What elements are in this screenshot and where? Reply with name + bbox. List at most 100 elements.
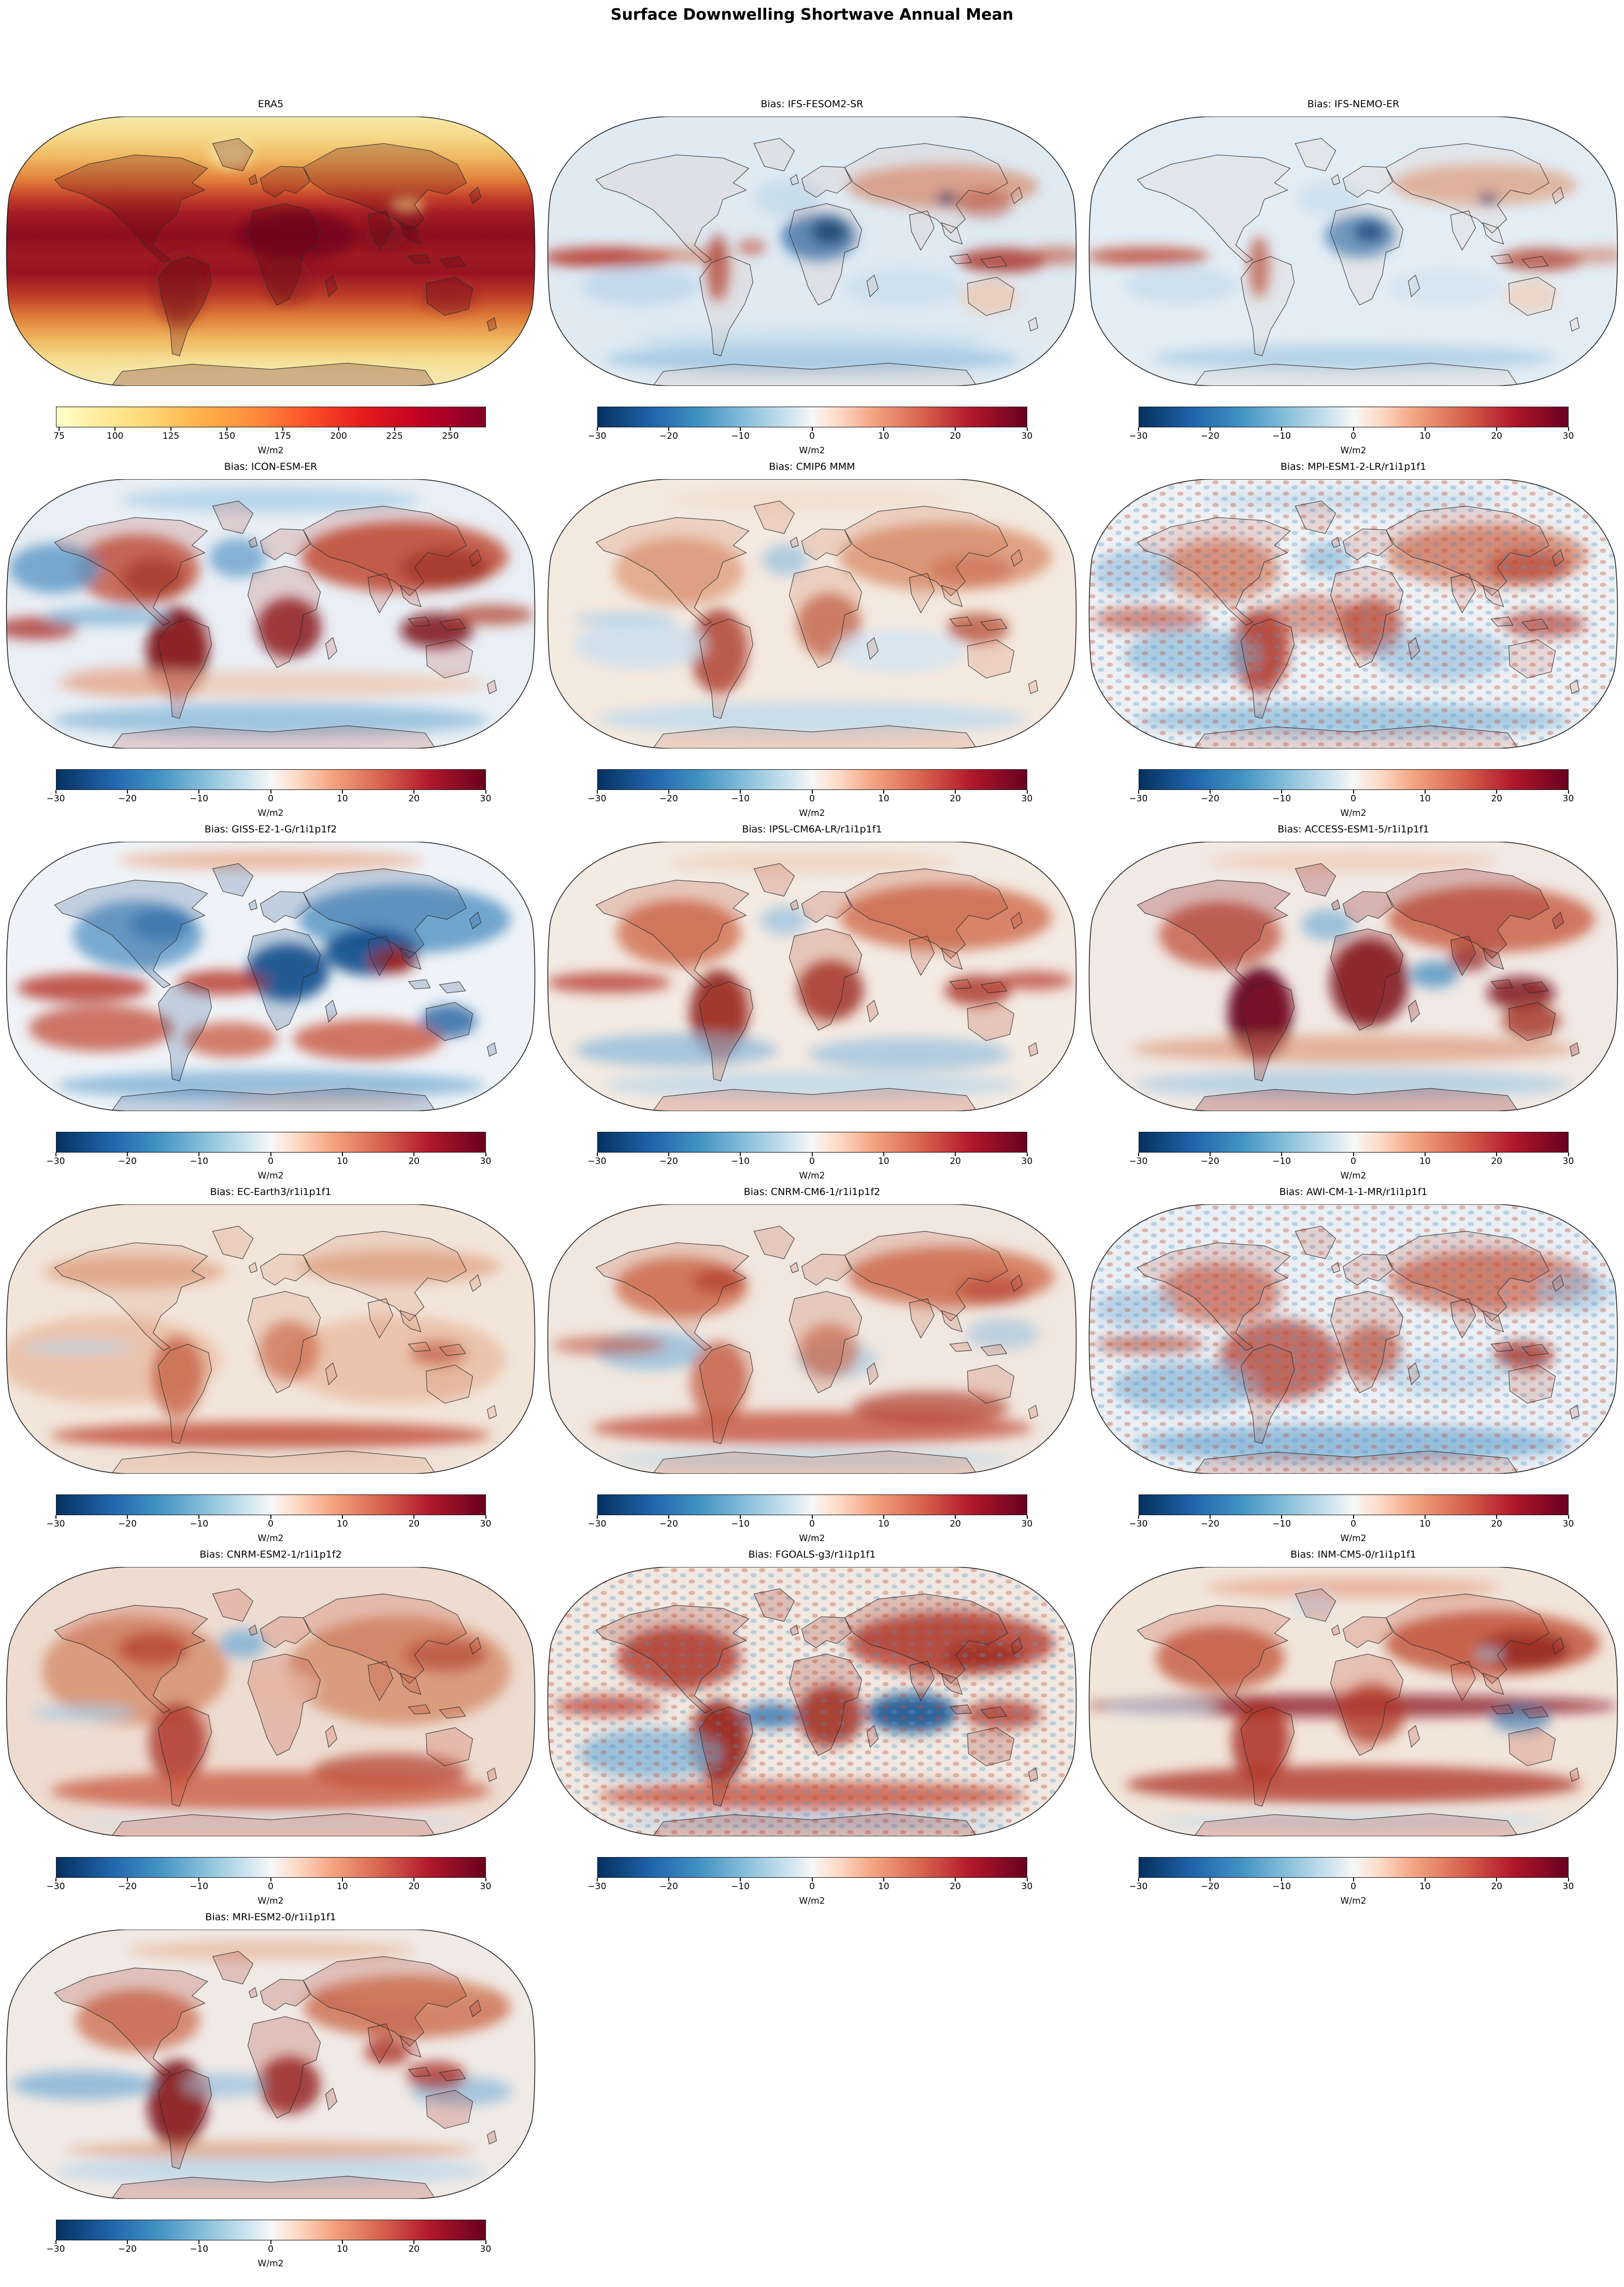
colorbar-tick-label: 0 — [1350, 431, 1356, 441]
colorbar-tick-label: 250 — [442, 431, 459, 441]
colorbar-tick-label: 30 — [1562, 1519, 1574, 1529]
bias-world-map — [1088, 479, 1618, 749]
bias-world-map — [1088, 1204, 1618, 1474]
panel-title: Bias: AWI-CM-1-1-MR/r1i1p1f1 — [1279, 1186, 1428, 1198]
colorbar-tick-mark — [1026, 427, 1028, 431]
colorbar-tick-mark — [1138, 1515, 1139, 1519]
colorbar-tick-label: 175 — [274, 431, 291, 441]
colorbar-tick-label: −10 — [190, 2244, 209, 2254]
colorbar-ticks: −30 −20 −10 0 10 20 30 — [588, 1878, 1032, 1892]
colorbar-tick-mark — [1496, 427, 1498, 431]
projection-outline — [1088, 117, 1618, 386]
panel-title: Bias: GISS-E2-1-G/r1i1p1f2 — [204, 824, 337, 835]
projection-outline — [547, 1567, 1077, 1836]
colorbar-tick-mark — [413, 2240, 415, 2244]
colorbar-tick-label: 30 — [1562, 431, 1574, 441]
colorbar-tick-label: −10 — [731, 1519, 750, 1529]
panel-bias-awi-cm-1-1-mr-r1i1p1f1: Bias: AWI-CM-1-1-MR/r1i1p1f1 −30 −20 −10 0 10… — [1083, 1186, 1624, 1544]
colorbar-unit-label: W/m2 — [799, 1896, 825, 1906]
colorbar-ticks: 75 100 125 150 175 200 225 250 — [53, 427, 486, 442]
colorbar-ylorrd — [55, 407, 486, 427]
colorbar-tick-label: −30 — [587, 1881, 607, 1892]
panel-bias-mpi-esm1-2-lr-r1i1p1f1: Bias: MPI-ESM1-2-LR/r1i1p1f1 −30 −20 −10 0 10… — [1083, 461, 1624, 819]
colorbar-tick-label: 20 — [950, 431, 961, 441]
colorbar-ticks: −30 −20 −10 0 10 20 30 — [47, 2240, 491, 2255]
panel-title: Bias: CNRM-CM6-1/r1i1p1f2 — [743, 1186, 881, 1198]
colorbar-tick-mark — [811, 427, 813, 431]
colorbar-tick-mark — [341, 1878, 343, 1881]
colorbar-tick-label: 150 — [218, 431, 236, 441]
colorbar-tick-mark — [55, 1153, 56, 1156]
colorbar-tick-mark — [955, 1153, 956, 1156]
colorbar-tick-mark — [485, 1878, 486, 1881]
colorbar-tick-label: 30 — [480, 794, 492, 804]
colorbar-tick-mark — [1026, 1515, 1028, 1519]
colorbar-unit-label: W/m2 — [257, 1171, 284, 1181]
colorbar-tick-mark — [198, 1153, 200, 1156]
colorbar-tick-label: −20 — [118, 1881, 137, 1892]
colorbar-tick-label: 10 — [1419, 431, 1431, 441]
panel-title: Bias: EC-Earth3/r1i1p1f1 — [210, 1186, 332, 1198]
colorbar-tick-label: −20 — [659, 431, 678, 441]
colorbar-tick-mark — [1424, 1153, 1426, 1156]
colorbar-ticks: −30 −20 −10 0 10 20 30 — [47, 1515, 491, 1530]
colorbar-unit-label: W/m2 — [799, 445, 825, 456]
colorbar-tick-mark — [170, 427, 171, 431]
colorbar-rdbu_r — [1138, 769, 1569, 790]
colorbar-tick-label: 10 — [878, 1881, 889, 1892]
colorbar-ticks: −30 −20 −10 0 10 20 30 — [1129, 1515, 1574, 1530]
colorbar-tick-mark — [485, 1153, 486, 1156]
colorbar-rdbu_r — [1138, 407, 1569, 427]
colorbar-tick-mark — [1281, 790, 1283, 794]
colorbar-tick-mark — [1209, 1878, 1211, 1881]
colorbar-rdbu_r — [55, 769, 486, 790]
colorbar-tick-mark — [740, 1515, 741, 1519]
colorbar-tick-label: 30 — [1562, 1881, 1574, 1892]
colorbar-tick-label: −30 — [587, 1156, 607, 1167]
panel-bias-ipsl-cm6a-lr-r1i1p1f1: Bias: IPSL-CM6A-LR/r1i1p1f1 −30 −20 −10 0 10 2… — [541, 823, 1083, 1182]
colorbar-tick-mark — [198, 2240, 200, 2244]
panel-bias-access-esm1-5-r1i1p1f1: Bias: ACCESS-ESM1-5/r1i1p1f1 −30 −20 −10 0 10… — [1083, 823, 1624, 1182]
colorbar-tick-mark — [413, 1878, 415, 1881]
projection-outline — [547, 479, 1077, 749]
colorbar-tick-label: 10 — [878, 794, 889, 804]
colorbar-tick-mark — [883, 1153, 884, 1156]
colorbar-tick-mark — [126, 2240, 128, 2244]
colorbar-tick-label: 20 — [408, 1156, 420, 1167]
panel-bias-cnrm-cm6-1-r1i1p1f2: Bias: CNRM-CM6-1/r1i1p1f2 −30 −20 −10 0 10 20 3… — [541, 1186, 1083, 1544]
colorbar-tick-label: −30 — [587, 1519, 607, 1529]
continents-outline — [595, 1226, 1039, 1474]
colorbar-tick-label: −10 — [1272, 1156, 1291, 1167]
colorbar-tick-mark — [270, 1878, 271, 1881]
colorbar-tick-mark — [341, 1515, 343, 1519]
colorbar-tick-mark — [413, 790, 415, 794]
colorbar-tick-mark — [811, 1153, 813, 1156]
colorbar-tick-label: −20 — [1200, 431, 1219, 441]
panel-bias-ifs-nemo-er: Bias: IFS-NEMO-ER −30 −20 −10 0 10 20 30 W/m2 — [1083, 98, 1624, 456]
colorbar-tick-label: 20 — [950, 1881, 961, 1892]
colorbar-tick-mark — [270, 2240, 271, 2244]
bias-world-map — [547, 479, 1077, 749]
panel-title: Bias: MRI-ESM2-0/r1i1p1f1 — [205, 1911, 336, 1923]
colorbar-tick-label: 30 — [1021, 1881, 1033, 1892]
colorbar-unit-label: W/m2 — [257, 1533, 284, 1544]
colorbar-tick-label: 20 — [1491, 431, 1502, 441]
panel-title: Bias: IPSL-CM6A-LR/r1i1p1f1 — [742, 824, 882, 835]
panel-bias-icon-esm-er: Bias: ICON-ESM-ER −30 −20 −10 0 10 20 30 W/m2 — [0, 461, 541, 819]
colorbar-tick-mark — [883, 1515, 884, 1519]
colorbar-tick-mark — [1209, 1153, 1211, 1156]
colorbar-rdbu_r — [55, 1857, 486, 1878]
colorbar-tick-mark — [883, 427, 884, 431]
colorbar-tick-label: −20 — [118, 1519, 137, 1529]
colorbar-unit-label: W/m2 — [257, 445, 284, 456]
continents-outline — [54, 500, 497, 749]
colorbar-tick-label: 30 — [480, 1881, 492, 1892]
panel-title: Bias: ACCESS-ESM1-5/r1i1p1f1 — [1277, 824, 1429, 835]
colorbar-tick-label: −20 — [659, 1519, 678, 1529]
colorbar-tick-mark — [1496, 1878, 1498, 1881]
colorbar-tick-mark — [413, 1153, 415, 1156]
projection-outline — [547, 117, 1077, 386]
colorbar-tick-mark — [55, 790, 56, 794]
projection-outline — [6, 1567, 536, 1836]
colorbar-tick-label: 30 — [1021, 431, 1033, 441]
